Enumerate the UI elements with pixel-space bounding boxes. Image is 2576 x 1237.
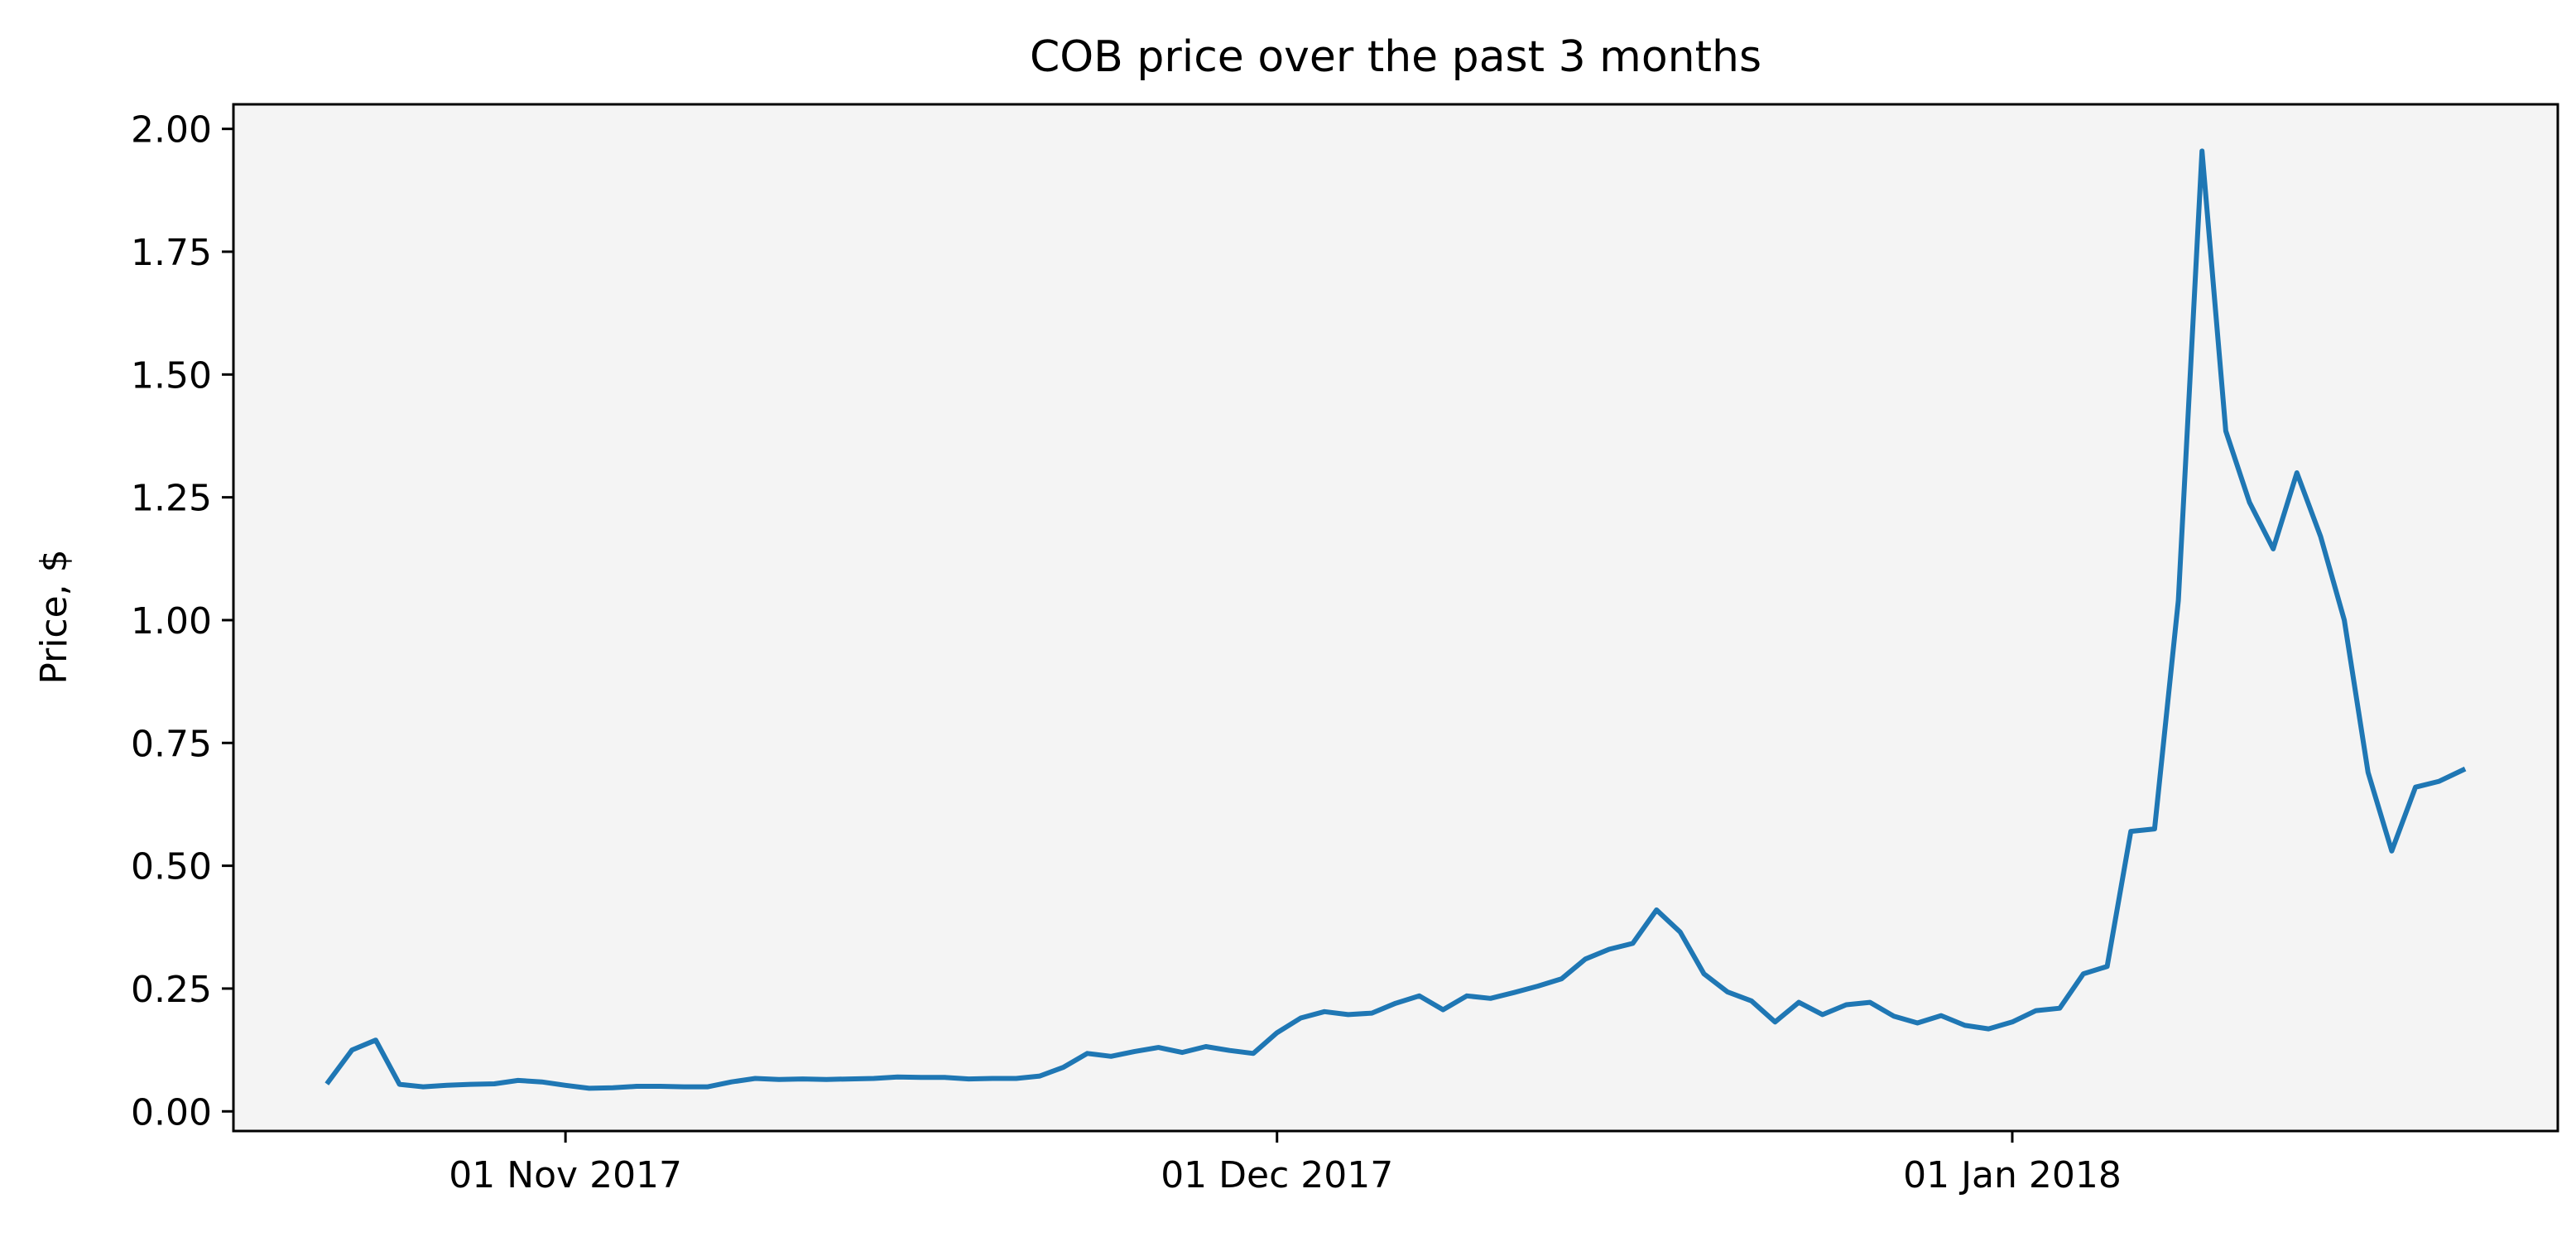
y-axis-label: Price, $ (33, 549, 75, 684)
y-tick-label: 1.75 (131, 232, 212, 274)
y-tick-label: 1.50 (131, 354, 212, 397)
y-tick-label: 2.00 (131, 109, 212, 152)
y-tick-label: 1.25 (131, 478, 212, 520)
y-tick-label: 1.00 (131, 600, 212, 643)
y-tick-label: 0.25 (131, 969, 212, 1011)
y-tick-label: 0.75 (131, 723, 212, 765)
axes-frame (232, 103, 2559, 1133)
x-tick-label: 01 Nov 2017 (449, 1154, 682, 1196)
chart-title: COB price over the past 3 months (1030, 32, 1761, 82)
x-tick-label: 01 Jan 2018 (1903, 1154, 2122, 1196)
y-tick-label: 0.50 (131, 846, 212, 888)
plot-area (233, 104, 2558, 1131)
series-line-0 (324, 148, 2467, 1091)
y-tick-label: 0.00 (131, 1091, 212, 1134)
x-tick-label: 01 Dec 2017 (1161, 1154, 1393, 1196)
